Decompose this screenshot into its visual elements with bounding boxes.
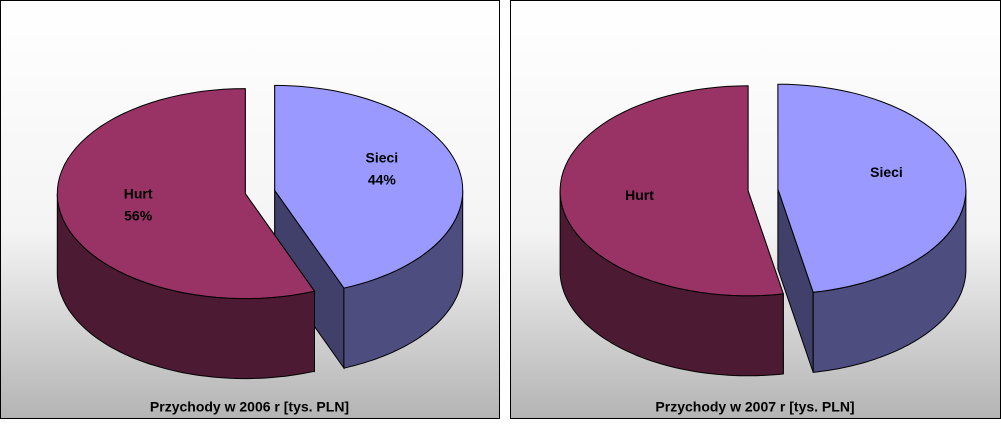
slice-label: Hurt xyxy=(625,187,654,203)
pie-slice xyxy=(274,84,464,289)
pie-slice xyxy=(777,83,967,293)
slice-value-label: 56% xyxy=(124,208,153,224)
pie-tops xyxy=(56,84,464,299)
slice-value-label: 44% xyxy=(368,172,397,188)
slice-label: Hurt xyxy=(124,186,153,202)
pie-slice xyxy=(559,85,784,297)
pie-slice xyxy=(56,88,316,299)
pie-tops xyxy=(559,83,967,297)
slice-label: Sieci xyxy=(365,150,398,166)
slice-label: Sieci xyxy=(870,164,903,180)
chart-title: Przychody w 2007 r [tys. PLN] xyxy=(655,399,854,415)
chart-title: Przychody w 2006 r [tys. PLN] xyxy=(150,399,349,415)
